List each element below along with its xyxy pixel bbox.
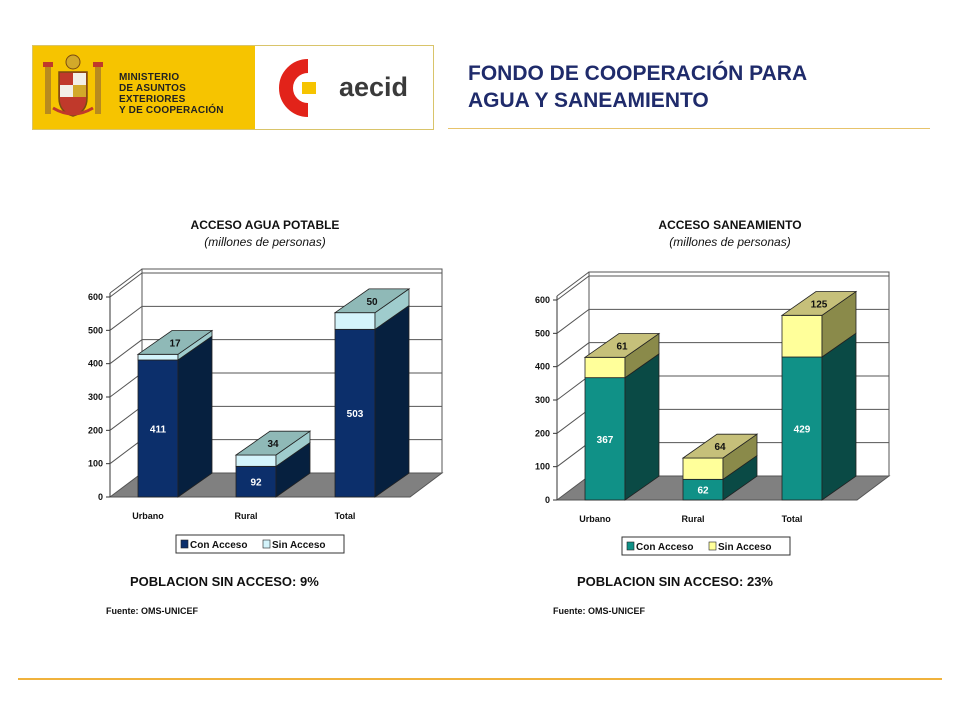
footer-divider — [18, 678, 942, 680]
ministry-name: MINISTERIO DE ASUNTOS EXTERIORES Y DE CO… — [119, 72, 255, 116]
water-legend-swatch-con — [180, 539, 189, 549]
san-y-tick-label: 0 — [545, 495, 550, 505]
san-legend: Con Acceso Sin Acceso — [621, 536, 791, 556]
water-chart-title: ACCESO AGUA POTABLE — [190, 218, 340, 232]
water-bar-top — [234, 430, 312, 456]
water-legend-swatch-sin — [262, 539, 271, 549]
san-y-tick-label: 500 — [535, 328, 550, 338]
water-y-tick-label: 300 — [88, 392, 103, 402]
water-y-tick-label: 100 — [88, 459, 103, 469]
san-y-tick-label: 100 — [535, 462, 550, 472]
water-data-label-sin: 17 — [169, 338, 181, 349]
san-bar-top — [780, 291, 858, 316]
title-line-2: AGUA Y SANEAMIENTO — [468, 89, 709, 112]
san-y-tick-label: 400 — [535, 362, 550, 372]
page-title: FONDO DE COOPERACIÓN PARA AGUA Y SANEAMI… — [468, 60, 807, 114]
water-summary: POBLACION SIN ACCESO: 9% — [130, 574, 319, 589]
san-data-label-sin: 61 — [616, 341, 628, 352]
san-category-label: Urbano — [579, 514, 611, 524]
san-data-label-con: 429 — [794, 425, 811, 436]
san-legend-swatch-sin — [708, 541, 717, 551]
water-category-label: Rural — [234, 511, 257, 521]
san-bar-con-acceso — [584, 377, 626, 501]
san-legend-label-con: Con Acceso — [636, 542, 693, 553]
water-bar-con-acceso — [334, 328, 376, 498]
water-legend: Con Acceso Sin Acceso — [175, 534, 345, 554]
water-category-label: Urbano — [132, 511, 164, 521]
logo-banner: MINISTERIO DE ASUNTOS EXTERIORES Y DE CO… — [32, 45, 434, 130]
water-category-label: Total — [335, 511, 356, 521]
water-data-label-sin: 34 — [267, 439, 279, 450]
title-divider — [448, 128, 930, 129]
water-source-label: Fuente: — [106, 606, 139, 616]
water-source-value: OMS-UNICEF — [141, 606, 199, 616]
water-data-label-con: 503 — [347, 409, 364, 420]
water-y-tick-label: 0 — [98, 492, 103, 502]
aecid-logo — [256, 46, 433, 129]
sanitation-source-label: Fuente: — [553, 606, 586, 616]
san-bar-con-acceso-side — [821, 332, 857, 501]
san-bar-sin-acceso — [682, 457, 724, 480]
san-bar-top — [583, 333, 661, 358]
coat-of-arms-icon — [43, 54, 103, 117]
ministry-logo: MINISTERIO DE ASUNTOS EXTERIORES Y DE CO… — [33, 46, 255, 129]
san-y-tick-label: 600 — [535, 295, 550, 305]
ministry-line-3: Y DE COOPERACIÓN — [119, 105, 224, 116]
san-bar-con-acceso-side — [624, 353, 660, 501]
water-y-tick-label: 200 — [88, 425, 103, 435]
water-y-tick-label: 500 — [88, 325, 103, 335]
sanitation-source: Fuente: OMS-UNICEF — [553, 606, 645, 616]
water-bar-con-acceso — [137, 359, 179, 498]
san-legend-box — [621, 536, 791, 556]
water-gridline — [109, 272, 442, 298]
san-axis-top-edge — [556, 271, 590, 297]
water-bar-sin-acceso — [235, 454, 277, 467]
water-bar-top — [136, 330, 214, 355]
san-y-tick-label: 200 — [535, 428, 550, 438]
san-data-label-con: 367 — [597, 435, 614, 446]
san-gridline — [556, 275, 889, 301]
water-bar-con-acceso-side — [374, 304, 410, 498]
san-data-label-con: 62 — [697, 486, 709, 497]
water-y-tick-label: 600 — [88, 292, 103, 302]
san-legend-swatch-con — [626, 541, 635, 551]
san-category-label: Total — [782, 514, 803, 524]
aecid-c-icon — [279, 59, 316, 117]
san-bar-sin-acceso — [584, 356, 626, 379]
water-legend-label-con: Con Acceso — [190, 540, 247, 551]
san-category-label: Rural — [681, 514, 704, 524]
water-legend-label-sin: Sin Acceso — [272, 540, 326, 551]
san-gridline — [556, 308, 889, 334]
san-bar-top — [681, 433, 759, 459]
san-legend-label-sin: Sin Acceso — [718, 542, 772, 553]
water-bar-con-acceso-side — [177, 335, 213, 498]
water-data-label-sin: 50 — [366, 297, 378, 308]
water-bar-sin-acceso — [137, 353, 179, 361]
san-data-label-sin: 125 — [811, 299, 828, 310]
water-y-tick-label: 400 — [88, 359, 103, 369]
water-data-label-con: 92 — [250, 478, 262, 489]
san-bar-con-acceso — [781, 356, 823, 501]
san-bar-sin-acceso — [781, 314, 823, 358]
title-line-1: FONDO DE COOPERACIÓN PARA — [468, 62, 808, 85]
sanitation-chart-title: ACCESO SANEAMIENTO — [658, 218, 802, 232]
water-legend-box — [175, 534, 345, 554]
san-data-label-sin: 64 — [714, 442, 726, 453]
san-y-tick-label: 300 — [535, 395, 550, 405]
water-bar-top — [333, 288, 411, 314]
ministry-line-2: DE ASUNTOS EXTERIORES — [119, 83, 187, 105]
water-data-label-con: 411 — [150, 425, 167, 436]
aecid-logo-text: aecid — [339, 72, 409, 102]
water-bar-sin-acceso — [334, 312, 376, 330]
sanitation-source-value: OMS-UNICEF — [588, 606, 646, 616]
ministry-line-1: MINISTERIO — [119, 72, 180, 83]
water-bar-con-acceso — [235, 465, 277, 498]
water-gridline — [109, 305, 442, 331]
water-source: Fuente: OMS-UNICEF — [106, 606, 198, 616]
sanitation-chart-subtitle: (millones de personas) — [669, 235, 791, 249]
water-axis-top-edge — [109, 268, 143, 294]
water-chart-subtitle: (millones de personas) — [204, 235, 326, 249]
sanitation-summary: POBLACION SIN ACCESO: 23% — [577, 574, 773, 589]
